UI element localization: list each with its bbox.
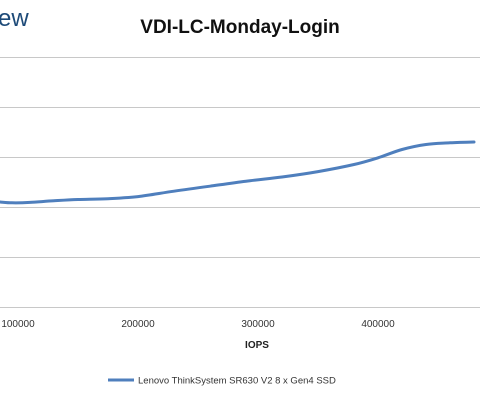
x-tick-labels: 100000 200000 300000 400000 [1,319,395,330]
chart-title: VDI-LC-Monday-Login [140,17,339,38]
legend-label: Lenovo ThinkSystem SR630 V2 8 x Gen4 SSD [138,376,336,387]
legend: Lenovo ThinkSystem SR630 V2 8 x Gen4 SSD [108,376,336,387]
logo-text: ew [0,5,29,32]
x-tick-label-0: 100000 [1,319,35,330]
x-axis-label: IOPS [245,340,269,351]
gridlines [0,57,480,308]
x-tick-label-1: 200000 [121,319,155,330]
x-tick-label-2: 300000 [241,319,275,330]
series-line-0 [0,140,476,205]
x-tick-label-3: 400000 [361,319,395,330]
